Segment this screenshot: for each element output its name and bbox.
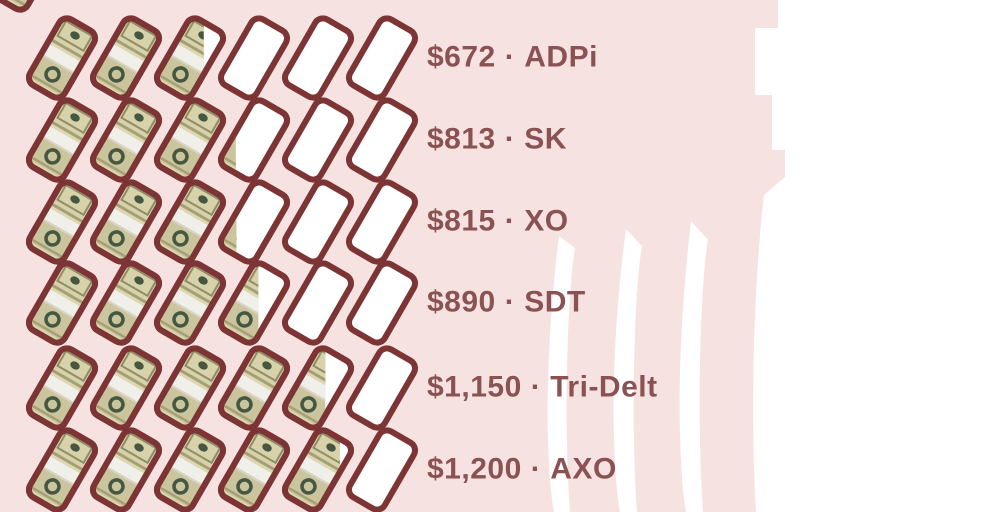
row-label: $815 · XO: [427, 204, 569, 238]
cutoff-money-stack-icon: [0, 0, 62, 13]
money-stack-icon: [89, 345, 163, 431]
dot-separator: ·: [504, 204, 516, 238]
dot-separator: ·: [530, 452, 542, 486]
money-stack-icon: [89, 15, 163, 101]
money-stack-icon: [217, 179, 291, 265]
money-stack-icons: [26, 97, 419, 183]
watermark-tine-3: [679, 221, 708, 512]
money-stack-icon: [217, 427, 291, 512]
money-stack-icon: [281, 345, 355, 431]
row-amount: $813: [427, 122, 496, 156]
money-stack-icon: [26, 345, 99, 431]
row-name: Tri-Delt: [550, 370, 658, 404]
money-stack-icon: [26, 427, 99, 512]
money-stack-icon: [0, 0, 62, 13]
money-stack-icon: [217, 345, 291, 431]
row-name: XO: [524, 204, 569, 238]
money-stack-icon: [89, 260, 163, 346]
dot-separator: ·: [530, 370, 542, 404]
money-stack-icon: [345, 15, 419, 101]
money-stack-icon: [89, 97, 163, 183]
row-name: ADPi: [524, 40, 598, 74]
money-stack-icon: [153, 345, 227, 431]
money-stack-icon: [153, 179, 227, 265]
money-stack-icon: [153, 427, 227, 512]
dot-separator: ·: [504, 285, 516, 319]
money-stack-icon: [281, 97, 355, 183]
money-stack-icon: [153, 97, 227, 183]
row-name: AXO: [550, 452, 617, 486]
row-amount: $890: [427, 285, 496, 319]
money-stack-icon: [345, 179, 419, 265]
money-stack-icon: [217, 15, 291, 101]
money-stack-icon: [281, 260, 355, 346]
money-stack-icon: [345, 260, 419, 346]
money-stack-icons: [26, 179, 419, 265]
money-stack-icon: [281, 179, 355, 265]
chart-row: $813 · SK: [0, 96, 1000, 184]
row-label: $1,150 · Tri-Delt: [427, 370, 658, 404]
chart-row: $815 · XO: [0, 178, 1000, 266]
chart-row: $672 · ADPi: [0, 14, 1000, 102]
money-stack-icon: [26, 260, 99, 346]
money-stack-icon: [26, 15, 99, 101]
row-amount: $1,150: [427, 370, 522, 404]
money-stack-icon: [281, 427, 355, 512]
money-stack-icon: [153, 260, 227, 346]
row-amount: $1,200: [427, 452, 522, 486]
dot-separator: ·: [504, 40, 516, 74]
row-name: SDT: [524, 285, 586, 319]
row-label: $813 · SK: [427, 122, 567, 156]
money-stack-icon: [345, 97, 419, 183]
watermark-tine-1: [547, 236, 575, 512]
money-stack-icons: [26, 15, 419, 101]
money-stack-icon: [281, 15, 355, 101]
money-stack-icon: [153, 15, 227, 101]
money-stack-icon: [345, 345, 419, 431]
money-stack-icon: [26, 97, 99, 183]
money-stack-icon: [345, 427, 419, 512]
row-name: SK: [524, 122, 567, 156]
row-label: $1,200 · AXO: [427, 452, 617, 486]
row-label: $890 · SDT: [427, 285, 586, 319]
watermark-tine-2: [613, 229, 642, 512]
money-stack-icon: [89, 179, 163, 265]
money-stack-icon: [26, 179, 99, 265]
money-stack-icons: [26, 427, 419, 512]
chart-row: $1,150 · Tri-Delt: [0, 344, 1000, 432]
money-stack-icon: [217, 97, 291, 183]
chart-row: $890 · SDT: [0, 259, 1000, 347]
row-amount: $672: [427, 40, 496, 74]
money-stack-icons: [26, 345, 419, 431]
money-stack-icon: [217, 260, 291, 346]
row-label: $672 · ADPi: [427, 40, 598, 74]
money-stack-icons: [26, 260, 419, 346]
row-amount: $815: [427, 204, 496, 238]
chart-row: $1,200 · AXO: [0, 426, 1000, 512]
watermark-right-region: [753, 0, 1000, 512]
dot-separator: ·: [504, 122, 516, 156]
money-stack-icon: [89, 427, 163, 512]
